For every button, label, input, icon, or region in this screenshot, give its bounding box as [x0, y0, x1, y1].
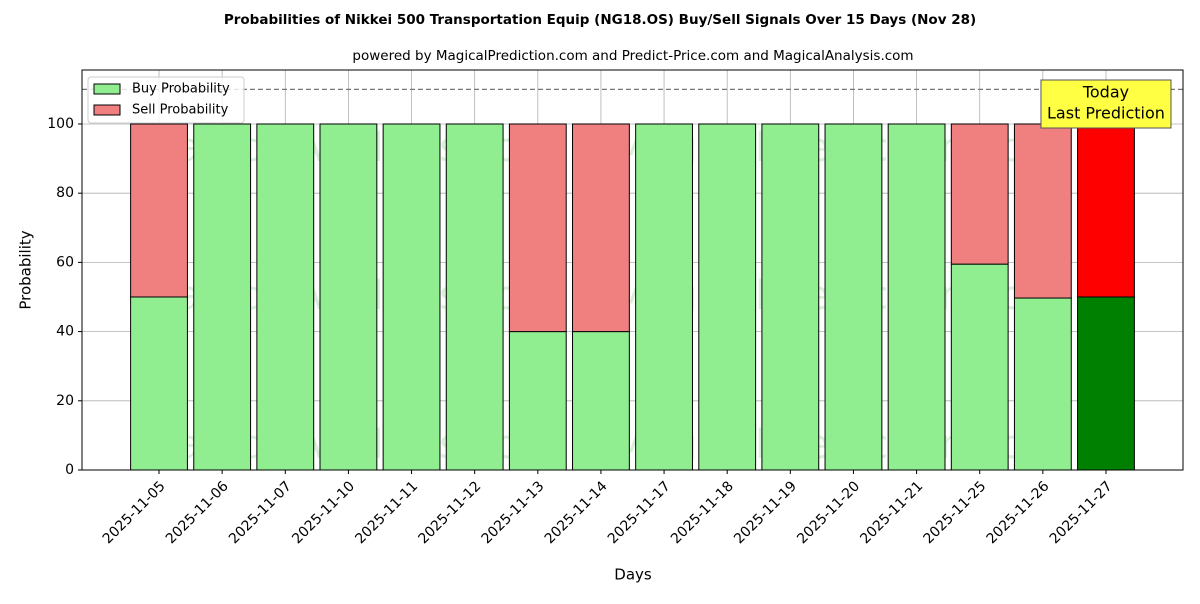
x-tick-label: 2025-11-19 [731, 478, 800, 547]
x-tick-label: 2025-11-17 [605, 478, 674, 547]
x-tick-label: 2025-11-26 [984, 478, 1053, 547]
chart-title: Probabilities of Nikkei 500 Transportati… [224, 12, 976, 28]
y-tick-label: 80 [56, 185, 74, 201]
legend-label: Sell Probability [132, 103, 229, 118]
y-tick-label: 0 [65, 462, 74, 478]
x-tick-label: 2025-11-13 [479, 478, 548, 547]
legend: Buy Probability Sell Probability [87, 76, 245, 124]
bar-segment [1013, 297, 1072, 471]
bar-segment [887, 123, 946, 471]
x-tick-label: 2025-11-05 [100, 478, 169, 547]
y-axis-label: Probability [17, 230, 35, 309]
annotation-text: Today [1082, 83, 1129, 102]
bar-segment [824, 123, 883, 471]
bar-segment [1077, 123, 1135, 298]
bar-segment [572, 331, 630, 471]
legend-box [87, 76, 245, 124]
y-tick-label: 20 [56, 393, 74, 409]
x-tick-label: 2025-11-14 [542, 478, 611, 547]
y-tick-label: 100 [47, 116, 74, 132]
legend-label: Buy Probability [132, 82, 230, 97]
y-tick-label: 60 [56, 254, 74, 270]
bar-segment [950, 123, 1009, 265]
x-tick-label: 2025-11-10 [289, 478, 358, 547]
bar-segment [508, 123, 567, 333]
chart-subtitle: powered by MagicalPrediction.com and Pre… [352, 48, 913, 64]
plot-frame [81, 69, 1184, 471]
bar-segment [508, 331, 567, 471]
y-tick-label: 40 [56, 324, 74, 340]
bar-segment [193, 123, 252, 471]
x-tick-label: 2025-11-07 [226, 478, 295, 547]
x-tick-label: 2025-11-06 [163, 478, 232, 547]
bar-segment [319, 123, 378, 471]
bar-segment [572, 123, 630, 333]
annotation-box [1040, 79, 1172, 129]
bar-segment [1077, 296, 1135, 471]
x-tick-label: 2025-11-25 [921, 478, 990, 547]
x-tick-label: 2025-11-11 [352, 478, 421, 547]
bar-segment [1013, 123, 1072, 299]
x-tick-label: 2025-11-20 [794, 478, 863, 547]
x-axis-label: Days [614, 566, 652, 584]
x-tick-label: 2025-11-21 [857, 478, 926, 547]
annotation-text: Last Prediction [1047, 104, 1165, 123]
bar-segment [950, 263, 1009, 471]
bar-segment [635, 123, 693, 471]
bar-segment [382, 123, 441, 471]
x-tick-label: 2025-11-12 [415, 478, 484, 547]
bar-segment [761, 123, 820, 471]
bar-segment [130, 123, 188, 298]
bar-segment [445, 123, 504, 471]
bar-segment [130, 296, 188, 471]
bar-segment [256, 123, 315, 471]
legend-swatch [93, 83, 121, 95]
bar-segment [698, 123, 757, 471]
x-tick-label: 2025-11-27 [1047, 478, 1116, 547]
x-tick-label: 2025-11-18 [668, 478, 737, 547]
legend-swatch [93, 104, 121, 116]
